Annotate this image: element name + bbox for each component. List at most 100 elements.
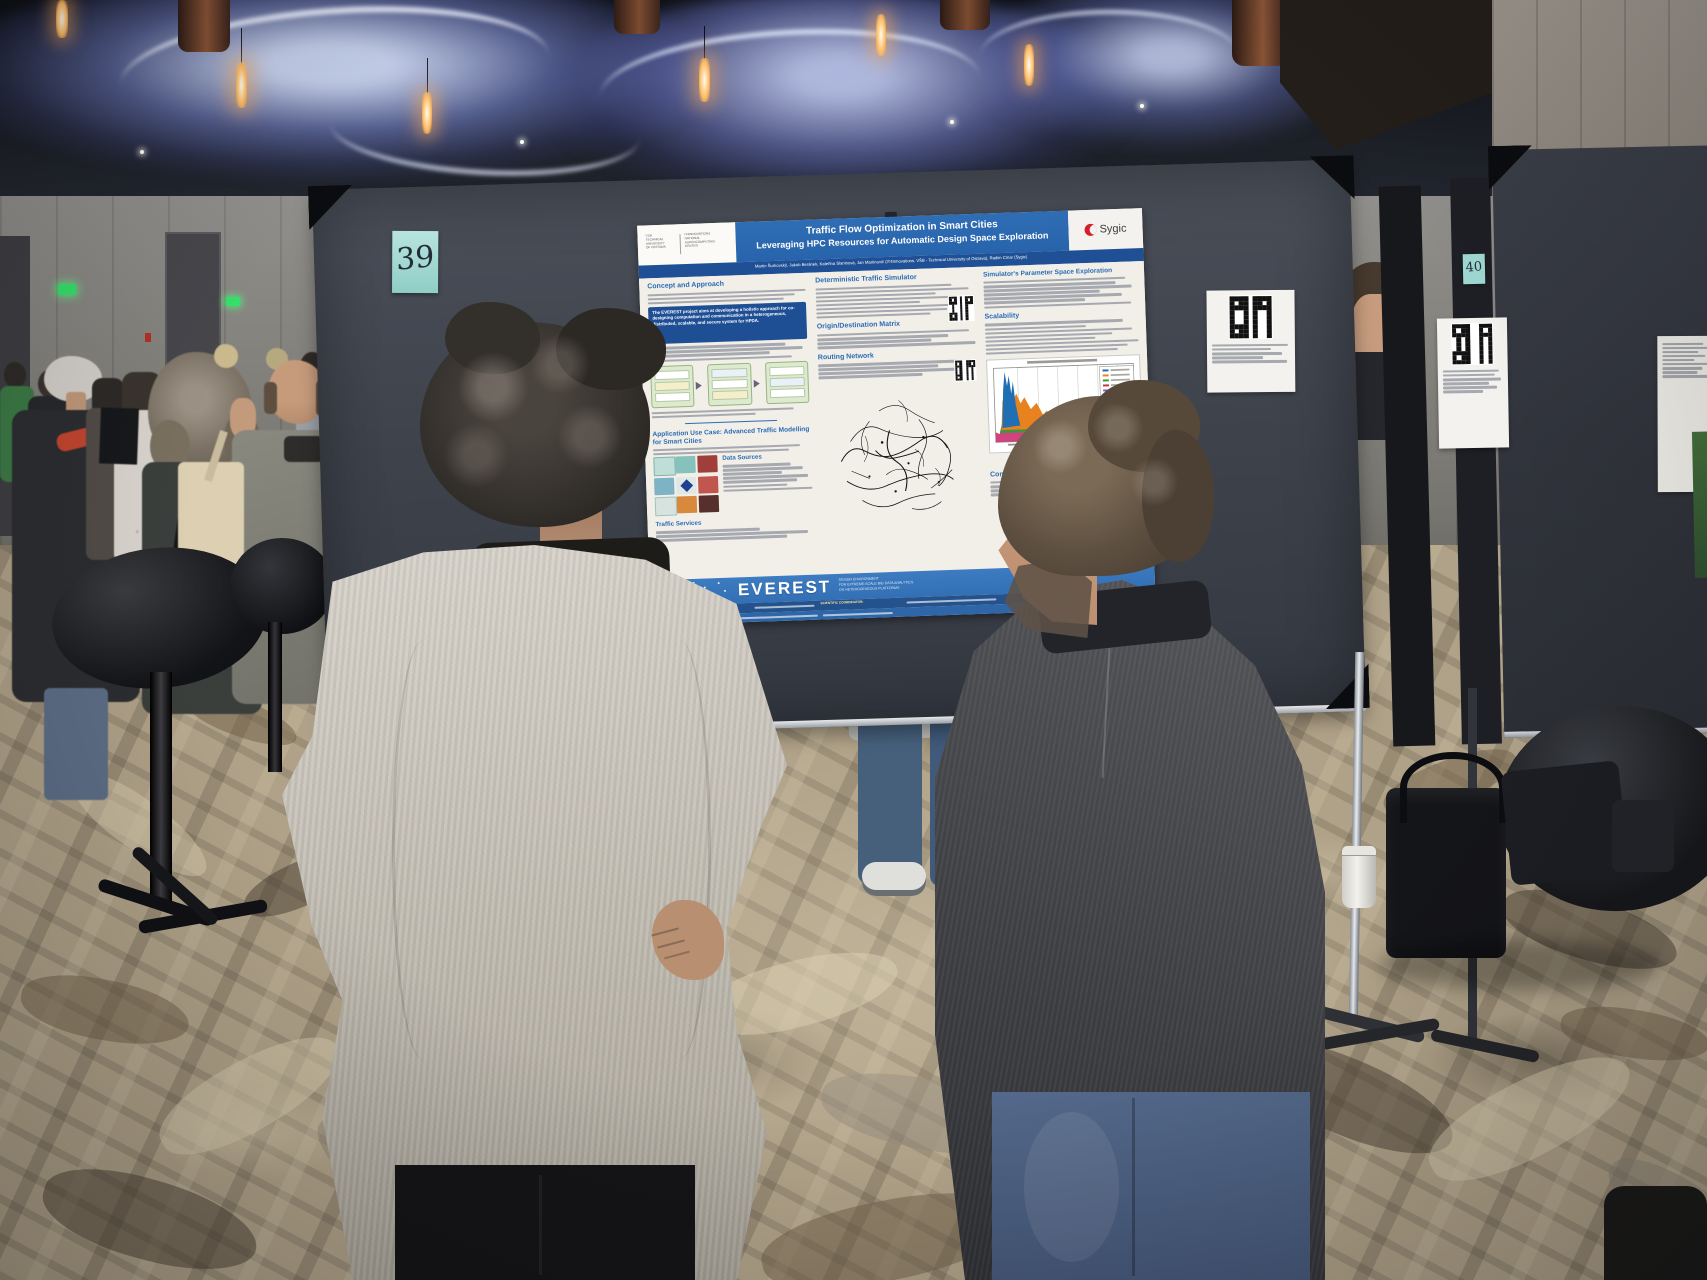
person-jeans: [44, 688, 108, 800]
sticky-note-40: 40: [1462, 253, 1486, 285]
copper-fixture: [178, 0, 230, 52]
text-line: [722, 466, 803, 472]
qr-module: [966, 378, 970, 381]
constellation-dot: [692, 581, 696, 585]
recessed-light: [950, 120, 954, 124]
pendant-light: [56, 0, 68, 38]
jacket-collar: [284, 436, 324, 462]
text-line: [1662, 346, 1707, 350]
board-corner-clamp: [1309, 155, 1354, 200]
poster-column-2: Deterministic Traffic Simulator Origin/D…: [815, 267, 983, 574]
diagram-element: [655, 391, 691, 403]
green-poster-sliver: [1691, 431, 1707, 578]
qr-module: [960, 378, 963, 381]
recessed-light: [140, 150, 144, 154]
diagram-element: [654, 380, 691, 392]
diagram-element: [769, 376, 805, 388]
pinned-qr-sheet: [1206, 289, 1296, 393]
text-line: [1662, 358, 1695, 362]
qr-module: [960, 317, 963, 321]
sticky-note-39: 39: [392, 230, 439, 294]
constellation-dot: [717, 582, 721, 585]
copper-fixture: [940, 0, 990, 30]
qr-module: [1479, 359, 1484, 364]
person-head: [4, 362, 26, 388]
everest-constellation: [660, 579, 731, 607]
qr-code: [947, 294, 975, 322]
text-line: [1211, 352, 1283, 356]
text-line: [1443, 390, 1483, 394]
highlight-text: The EVEREST project aims at developing a…: [652, 305, 795, 327]
text-line: [1212, 356, 1264, 360]
text-line: [1443, 385, 1498, 390]
text-line: [1662, 354, 1706, 358]
credit-label: SCIENTIFIC COORDINATOR:: [820, 600, 864, 606]
sheet-text: [1662, 342, 1707, 378]
data-source-image-grid: [653, 455, 720, 517]
person-head: [214, 344, 238, 368]
sneaker: [942, 866, 1000, 898]
constellation-dot: [662, 596, 665, 600]
text-line: [1442, 381, 1489, 386]
map-tile: [653, 478, 675, 496]
constellation-dot: [711, 593, 714, 596]
board-corner-clamp: [323, 694, 368, 739]
paragraph: [817, 329, 976, 350]
eu-flag-icon: [680, 615, 694, 624]
sygic-crescent-icon: [1084, 223, 1097, 237]
road-network-figure: [840, 399, 954, 510]
text-line: [1212, 360, 1287, 364]
map-tile: [697, 455, 718, 474]
pendant-cord: [427, 58, 428, 94]
constellation-dot: [689, 591, 693, 595]
cup-lid: [1342, 846, 1376, 855]
map-tile: [698, 495, 720, 514]
constellation-dot: [682, 585, 686, 588]
qr-module: [1465, 359, 1471, 365]
results-chart: [986, 354, 1144, 454]
paragraph: [649, 342, 807, 363]
fire-alarm: [145, 333, 151, 342]
tagline-line: ON HETEROGENEOUS PLATFORMS: [839, 586, 900, 592]
pendant-light: [1024, 44, 1034, 86]
vsb-logo-text: VSB TECHNICAL UNIVERSITY OF OSTRAVA: [645, 233, 676, 256]
data-sources-row: Data Sources: [653, 452, 813, 517]
text-line: [1442, 377, 1502, 382]
pendant-cord: [704, 26, 705, 60]
text-line: [1211, 343, 1288, 347]
funding-text: [1025, 603, 1126, 609]
light-ring: [980, 10, 1240, 104]
diagram-element: [711, 367, 748, 379]
board-number: 39: [395, 239, 435, 278]
routing-text: [818, 359, 977, 382]
qr-module: [972, 364, 976, 367]
poster-body: Concept and Approach The EVEREST project…: [639, 261, 1155, 581]
tagline-line: FOR EXTREME-SCALE BIG DATA ANALYTICS: [839, 580, 914, 587]
text-line: [1442, 373, 1495, 377]
sneaker: [862, 862, 926, 896]
exit-sign: [226, 297, 240, 306]
qr-module: [954, 301, 958, 305]
logo-line: CENTER: [684, 244, 698, 249]
everest-logo-text: EVEREST: [737, 577, 832, 600]
diagram-element: [712, 389, 748, 401]
text-line: [1662, 375, 1707, 378]
paragraph: [983, 276, 1137, 309]
map-tile: [697, 476, 719, 495]
text-line: [1662, 350, 1699, 354]
diagram-element: [654, 369, 690, 381]
logo-line: VSB: [644, 234, 652, 238]
pendant-cord: [241, 28, 242, 68]
funding-text: [697, 614, 818, 621]
backpack: [1500, 760, 1630, 886]
diagram-element: [769, 387, 806, 399]
highlight-box: The EVEREST project aims at developing a…: [648, 301, 808, 345]
map-tile: [675, 456, 696, 474]
credit-text: [754, 604, 815, 610]
qr-code: [954, 359, 977, 382]
hair-side: [264, 382, 277, 414]
map-tile: [654, 496, 678, 517]
qr-code: [1450, 322, 1494, 366]
sygic-crescent-cut: [1089, 224, 1097, 235]
partner-logo-box: Sygic: [1067, 208, 1144, 251]
